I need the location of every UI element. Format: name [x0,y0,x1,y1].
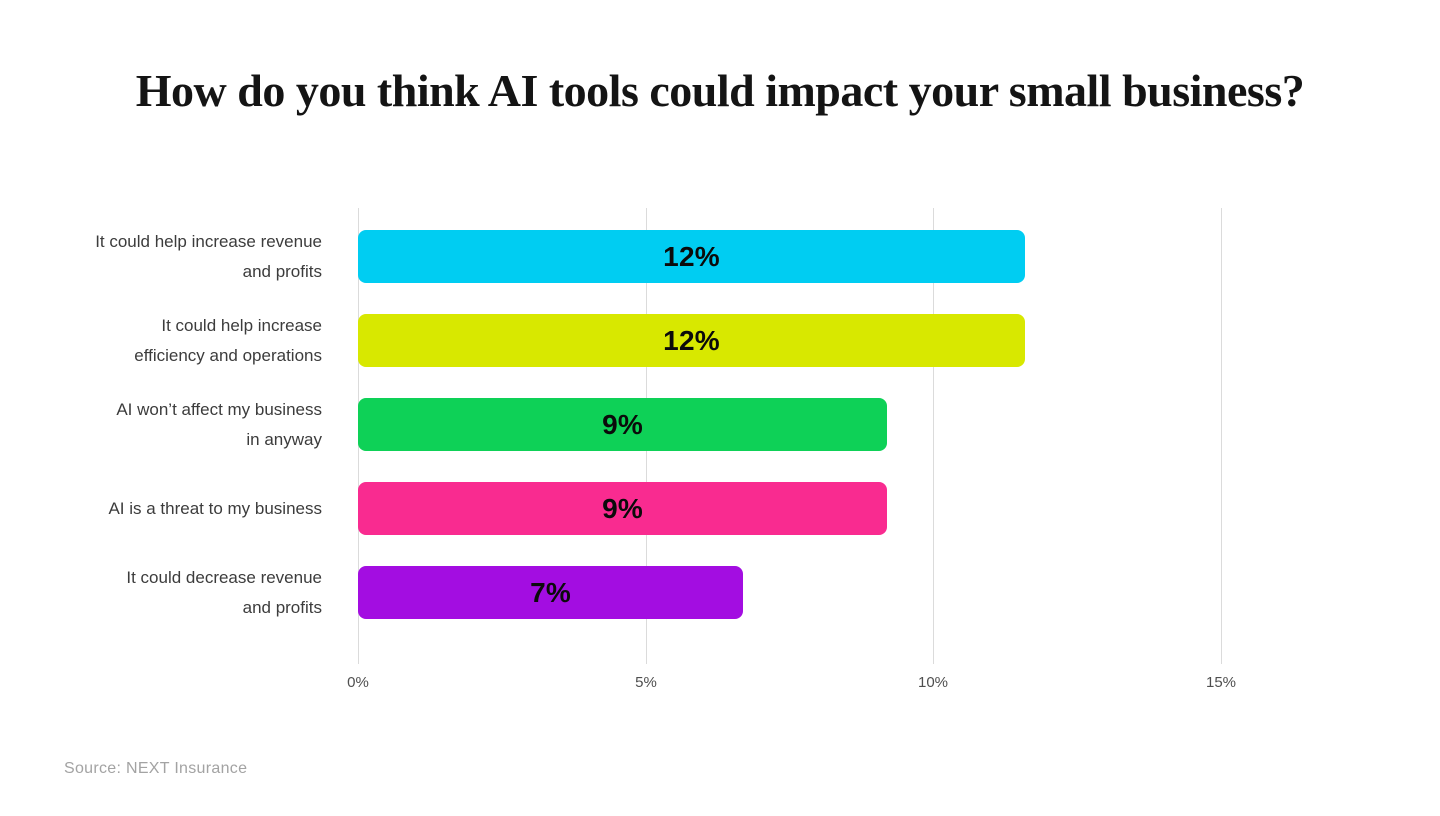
category-label-line: It could decrease revenue [126,567,322,587]
bar-value-label: 7% [530,576,571,608]
chart-title: How do you think AI tools could impact y… [135,65,1305,116]
bar-value-label: 9% [602,492,643,524]
bar-value-label: 12% [663,324,720,356]
category-label-line: efficiency and operations [134,345,322,365]
bar-row: 7% [358,566,743,619]
category-label-revenue-increase: It could help increase revenue and profi… [40,230,322,283]
category-label-line: in anyway [246,429,322,449]
bar-revenue-increase: 12% [358,230,1025,283]
bar-row: 12% [358,314,1025,367]
bar-row: 9% [358,482,887,535]
bar-efficiency-increase: 12% [358,314,1025,367]
category-labels: It could help increase revenue and profi… [40,208,322,664]
category-label-line: AI won’t affect my business [116,399,322,419]
category-label-no-effect: AI won’t affect my business in anyway [40,398,322,451]
plot-area: 12% 12% 9% 9% 7% 0% 5% 10% 15% [347,208,1308,691]
category-label-line: and profits [242,597,322,617]
category-label-threat: AI is a threat to my business [40,482,322,535]
x-tick-label-0pct: 0% [347,674,369,691]
gridline-15pct [1221,208,1222,664]
bar-value-label: 12% [663,240,720,272]
x-tick-label-10pct: 10% [917,674,949,691]
bar-value-label: 9% [602,408,643,440]
bar-revenue-decrease: 7% [358,566,743,619]
category-label-efficiency-increase: It could help increase efficiency and op… [40,314,322,367]
category-label-line: It could help increase [161,315,322,335]
bar-threat: 9% [358,482,887,535]
category-label-revenue-decrease: It could decrease revenue and profits [40,566,322,619]
category-label-line: and profits [242,261,322,281]
category-label-line: It could help increase revenue [95,231,322,251]
bar-no-effect: 9% [358,398,887,451]
bar-row: 9% [358,398,887,451]
x-tick-label-15pct: 15% [1205,674,1237,691]
x-tick-label-5pct: 5% [635,674,657,691]
category-label-line: AI is a threat to my business [108,498,322,518]
bar-row: 12% [358,230,1025,283]
gridline-10pct [933,208,934,664]
source-note: Source: NEXT Insurance [64,760,248,777]
